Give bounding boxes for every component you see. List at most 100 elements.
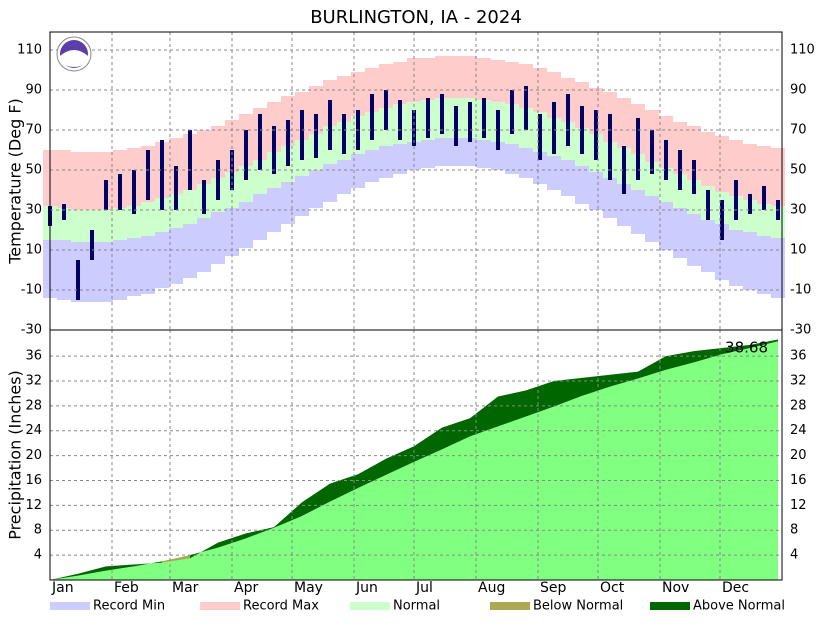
y-tick-label: 30 — [790, 203, 807, 218]
observed-bar — [482, 98, 486, 138]
normal-area — [50, 341, 778, 580]
normal-bar — [757, 204, 771, 236]
record-max-bar — [743, 144, 757, 200]
record-min-bar — [715, 224, 729, 280]
normal-bar — [169, 194, 183, 228]
record-max-bar — [617, 98, 631, 148]
x-tick-label: May — [294, 580, 323, 596]
observed-bar — [622, 146, 626, 194]
y-tick-label: -10 — [21, 283, 42, 298]
y-tick-label: 50 — [790, 163, 807, 178]
observed-bar — [594, 110, 598, 160]
observed-bar — [314, 114, 318, 158]
record-max-bar — [197, 130, 211, 184]
y-tick-label: 20 — [790, 448, 807, 463]
record-min-bar — [659, 202, 673, 250]
record-min-bar — [421, 140, 435, 168]
x-tick-label: Mar — [172, 580, 199, 596]
record-min-bar — [701, 220, 715, 272]
x-tick-label: Aug — [478, 580, 505, 596]
record-min-bar — [477, 140, 491, 168]
y-tick-label: 110 — [17, 43, 42, 58]
y-tick-label: 30 — [25, 203, 42, 218]
y-tick-label: 32 — [790, 373, 807, 388]
observed-bar — [538, 114, 542, 160]
record-min-bar — [323, 164, 337, 202]
normal-bar — [183, 190, 197, 224]
observed-bar — [160, 140, 164, 210]
record-min-bar — [113, 240, 127, 300]
record-max-bar — [673, 122, 687, 174]
observed-bar — [146, 150, 150, 200]
observed-bar — [762, 186, 766, 210]
observed-bar — [468, 102, 472, 142]
observed-bar — [524, 86, 528, 130]
record-max-bar — [771, 148, 785, 206]
observed-bar — [188, 130, 192, 190]
observed-bar — [748, 194, 752, 214]
y-tick-label: 24 — [790, 423, 807, 438]
y-tick-label: 36 — [790, 349, 807, 364]
record-min-bar — [183, 224, 197, 278]
record-max-bar — [85, 152, 99, 210]
record-min-bar — [365, 150, 379, 182]
y-tick-label: 70 — [25, 123, 42, 138]
record-min-bar — [337, 160, 351, 194]
record-min-bar — [603, 178, 617, 218]
y-tick-label: 28 — [25, 398, 42, 413]
observed-bar — [398, 100, 402, 140]
observed-bar — [650, 130, 654, 174]
record-max-bar — [477, 58, 491, 100]
y-tick-label: 90 — [25, 83, 42, 98]
legend-swatch — [650, 602, 690, 610]
y-tick-label: -30 — [21, 323, 42, 338]
y-tick-label: 36 — [25, 349, 42, 364]
observed-bar — [454, 106, 458, 146]
observed-bar — [132, 170, 136, 214]
above-normal-area — [442, 418, 470, 450]
record-min-bar — [757, 236, 771, 294]
above-normal-area — [554, 377, 582, 407]
record-min-bar — [449, 138, 463, 166]
legend-swatch — [350, 602, 390, 610]
record-max-bar — [757, 146, 771, 204]
record-min-bar — [379, 146, 393, 178]
record-max-bar — [701, 132, 715, 186]
record-max-bar — [505, 62, 519, 104]
record-max-bar — [351, 72, 365, 116]
record-min-bar — [435, 138, 449, 166]
record-min-bar — [743, 232, 757, 290]
above-normal-area — [330, 474, 358, 502]
x-tick-label: Jan — [51, 580, 74, 596]
y-tick-label: 10 — [25, 243, 42, 258]
y-tick-label: 24 — [25, 423, 42, 438]
observed-bar — [496, 110, 500, 150]
normal-bar — [127, 206, 141, 238]
record-max-bar — [715, 136, 729, 192]
y-tick-label: 16 — [790, 473, 807, 488]
observed-bar — [734, 180, 738, 220]
record-max-bar — [575, 82, 589, 128]
record-max-bar — [449, 56, 463, 98]
above-normal-area — [134, 561, 162, 567]
observed-bar — [216, 160, 220, 200]
above-normal-area — [750, 339, 778, 349]
record-min-bar — [57, 240, 71, 300]
x-tick-label: Jun — [355, 580, 378, 596]
record-min-bar — [673, 208, 687, 258]
observed-bar — [272, 126, 276, 174]
observed-bar — [608, 114, 612, 180]
observed-bar — [118, 174, 122, 210]
observed-bar — [510, 90, 514, 134]
above-normal-area — [526, 380, 554, 417]
observed-bar — [426, 98, 430, 138]
record-min-bar — [617, 184, 631, 226]
normal-bar — [253, 160, 267, 194]
record-min-bar — [407, 142, 421, 170]
legend-swatch — [50, 602, 90, 610]
observed-bar — [552, 102, 556, 154]
normal-bar — [113, 208, 127, 240]
record-max-bar — [393, 62, 407, 104]
